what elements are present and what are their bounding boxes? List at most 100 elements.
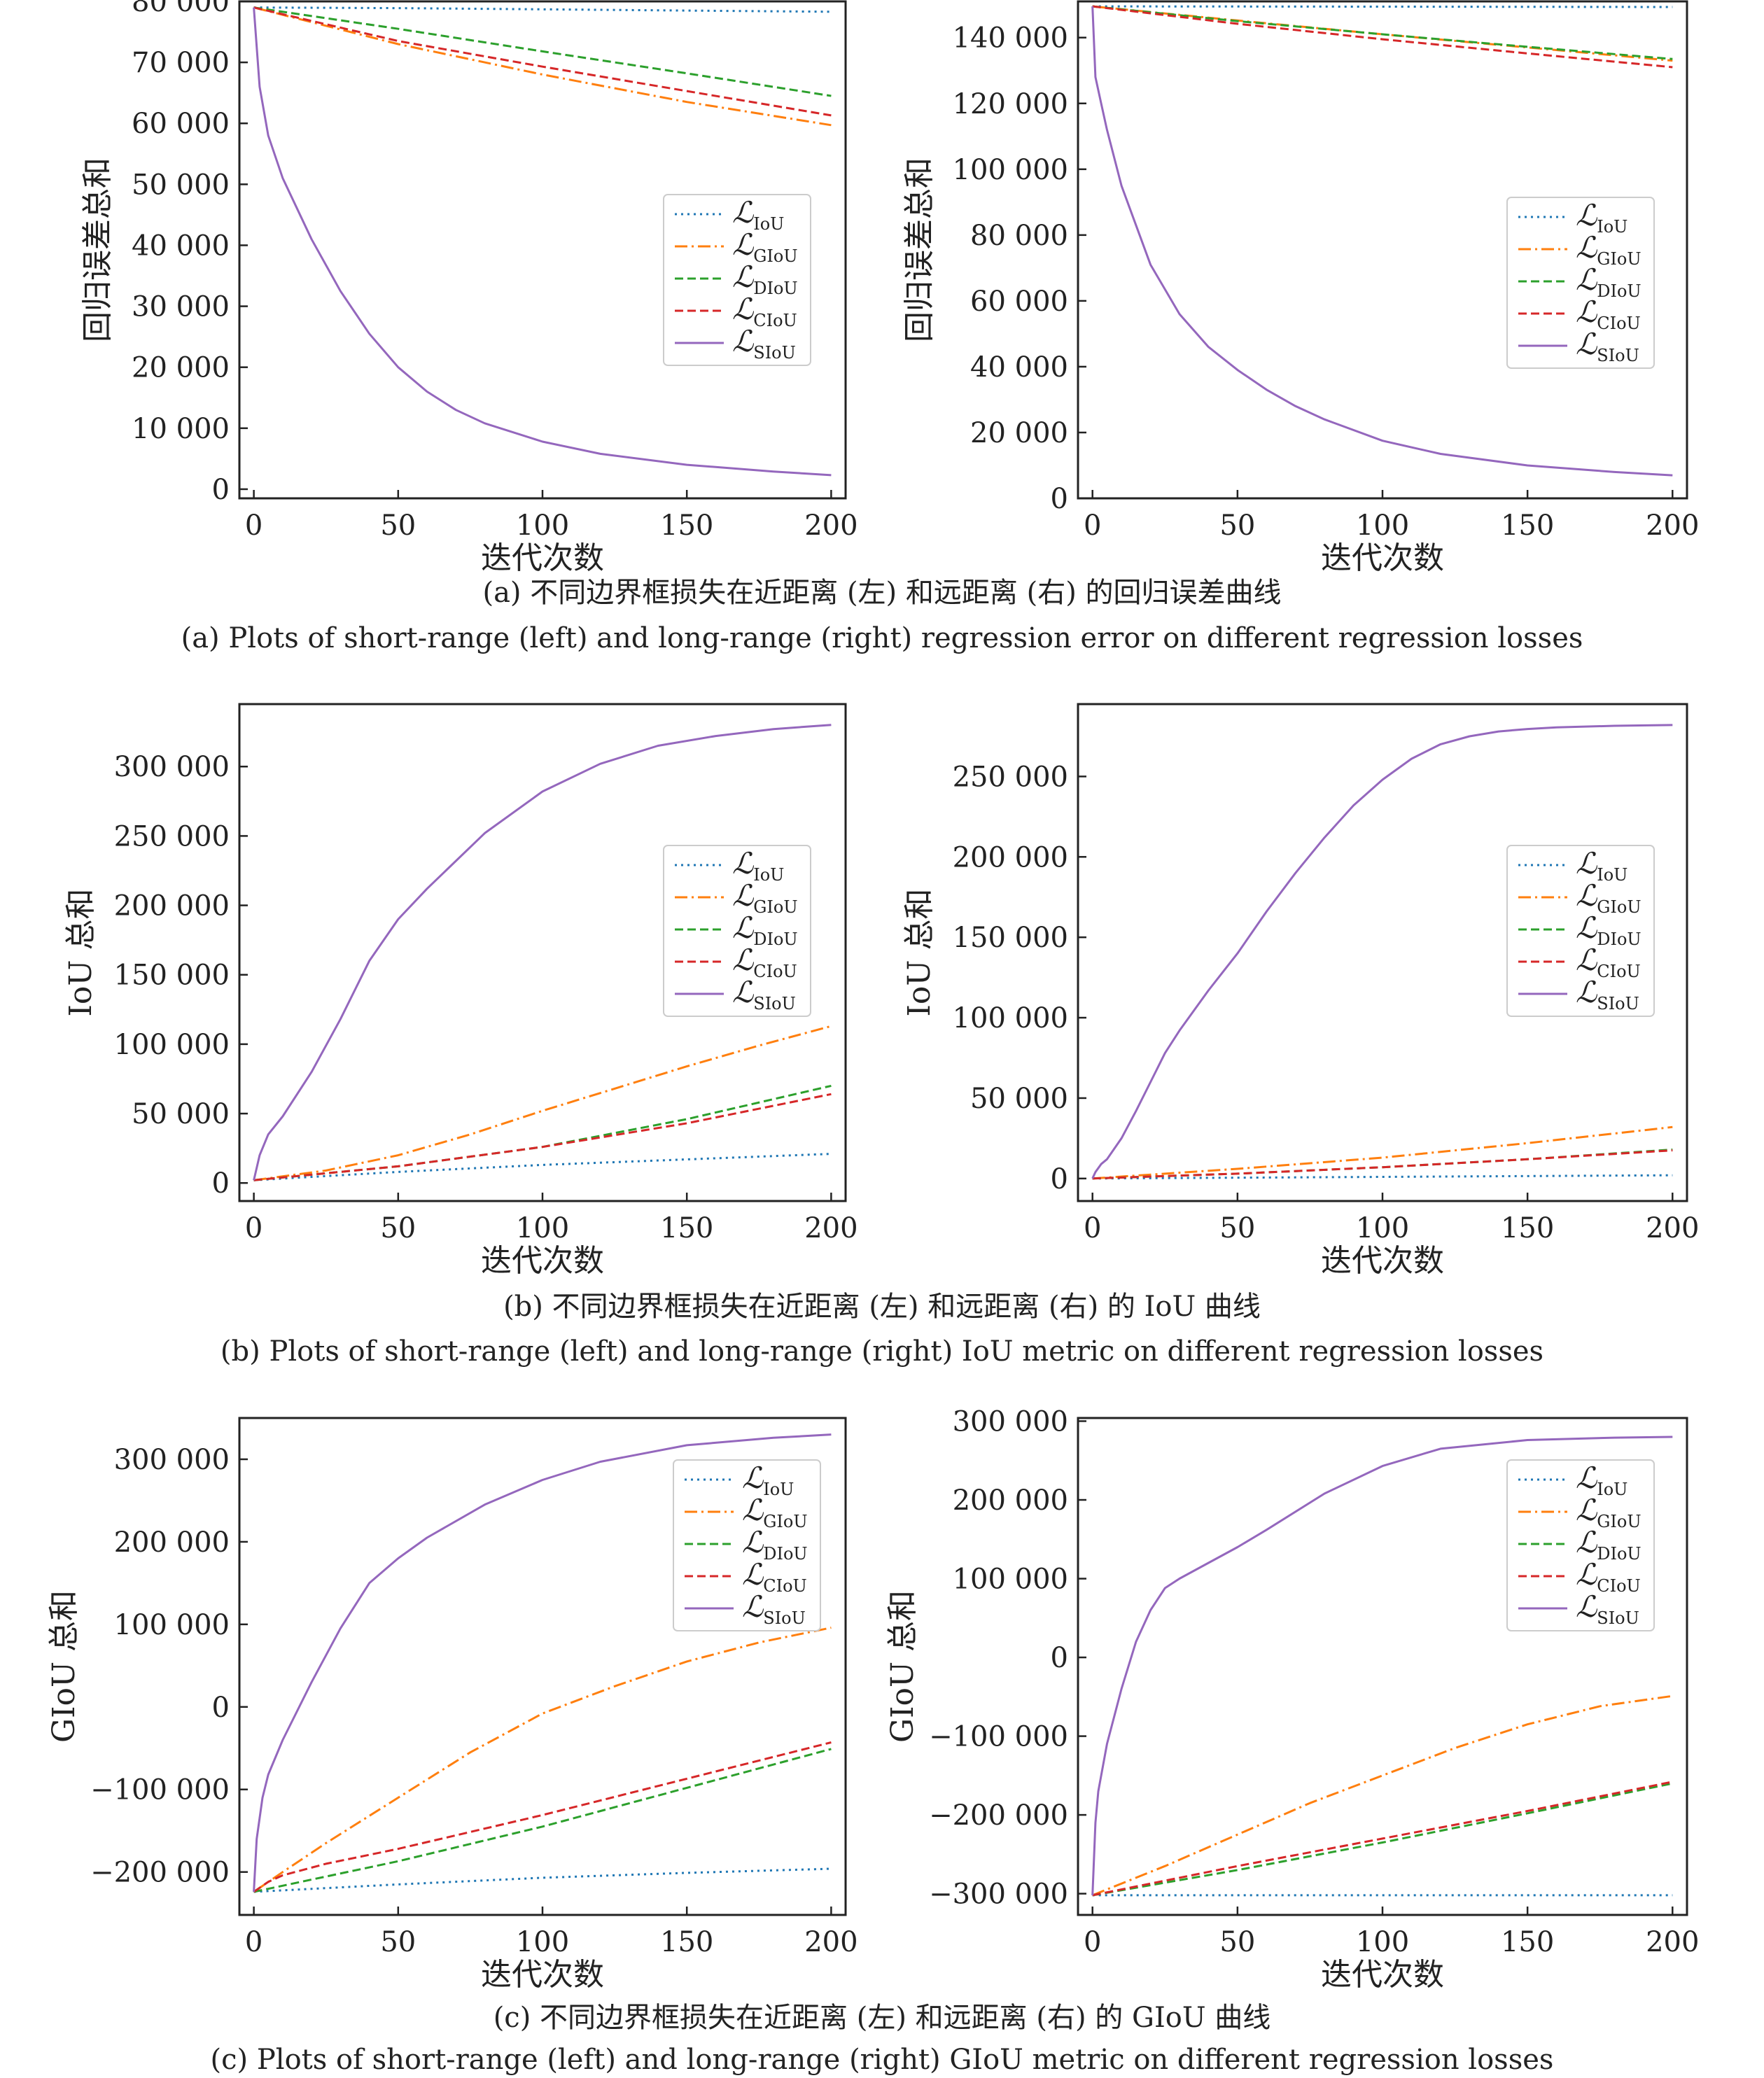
series-line-diou [253, 1084, 832, 1181]
legend-box [663, 845, 811, 1017]
x-tick-label: 50 [380, 510, 416, 542]
x-tick-label: 50 [380, 1212, 416, 1244]
legend-box [1506, 845, 1655, 1017]
y-tick-label: 100 000 [953, 1564, 1068, 1596]
legend-label-giou: ℒGIoU [1576, 1493, 1642, 1531]
panel-b-left: 0 50 100 150 200 0 50 000 100 000 150 000 200 000… [63, 703, 858, 1279]
legend-box [673, 1459, 821, 1631]
x-tick-label: 100 [516, 1926, 569, 1958]
x-tick-label: 50 [1219, 510, 1255, 542]
series-line-diou [1092, 1149, 1673, 1180]
caption-c-en: (c) Plots of short-range (left) and long… [211, 2044, 1554, 2076]
y-axis-label: IoU 总和 [902, 889, 937, 1017]
x-tick-label: 200 [1646, 1926, 1699, 1958]
x-tick-label: 200 [804, 1926, 858, 1958]
y-tick-label: −200 000 [929, 1799, 1068, 1832]
series-line-siou [1091, 724, 1673, 1179]
x-axis-label: 迭代次数 [1321, 1243, 1444, 1279]
x-tick-label: 0 [245, 510, 262, 542]
x-axis-label: 迭代次数 [1321, 1957, 1444, 1993]
y-tick-label: 0 [1051, 483, 1068, 515]
series-line-diou [253, 1748, 832, 1893]
y-tick-label: 20 000 [970, 417, 1068, 449]
series-line-siou [1091, 1435, 1673, 1895]
legend-box [1506, 197, 1655, 369]
y-axis-label: 回归误差总和 [902, 157, 937, 342]
y-axis-label: IoU 总和 [63, 889, 99, 1017]
y-tick-label: 0 [212, 1692, 230, 1724]
y-tick-label: 0 [1051, 1642, 1068, 1674]
caption-b-en: (b) Plots of short-range (left) and long… [220, 1335, 1544, 1368]
series-line-iou [253, 1867, 832, 1893]
legend-label-siou: ℒSIoU [732, 324, 796, 363]
y-tick-label: 100 000 [114, 1609, 230, 1641]
series-line-ciou [1092, 1781, 1673, 1897]
y-tick-label: 10 000 [132, 413, 230, 445]
series-line-siou [1091, 6, 1673, 477]
series-line-diou [253, 6, 832, 97]
y-tick-label: 80 000 [132, 0, 230, 18]
y-tick-label: 0 [1051, 1163, 1068, 1195]
x-tick-label: 150 [660, 1212, 713, 1244]
y-tick-label: 300 000 [114, 1444, 230, 1476]
x-axis-label: 迭代次数 [1321, 540, 1444, 576]
y-tick-label: 40 000 [132, 230, 230, 262]
y-tick-label: 200 000 [953, 1484, 1068, 1517]
y-tick-label: 300 000 [953, 1406, 1068, 1438]
x-tick-label: 0 [245, 1212, 262, 1244]
y-tick-label: 150 000 [953, 922, 1068, 954]
series-line-ciou [1092, 1149, 1673, 1180]
series-line-iou [1092, 1174, 1673, 1180]
series-line-iou [1092, 5, 1673, 8]
y-tick-label: −300 000 [929, 1879, 1068, 1911]
x-tick-label: 200 [1646, 1212, 1699, 1244]
x-tick-label: 50 [1219, 1926, 1255, 1958]
y-tick-label: 0 [212, 474, 230, 506]
x-tick-label: 100 [1356, 1926, 1409, 1958]
y-tick-label: 100 000 [953, 1002, 1068, 1034]
x-tick-label: 100 [1356, 510, 1409, 542]
y-tick-label: 140 000 [953, 22, 1068, 55]
y-tick-label: 70 000 [132, 47, 230, 79]
y-tick-label: 40 000 [970, 351, 1068, 384]
y-tick-label: 30 000 [132, 291, 230, 323]
series-line-giou [253, 1627, 832, 1893]
y-tick-label: −100 000 [90, 1774, 230, 1806]
y-tick-label: 120 000 [953, 88, 1068, 120]
x-tick-label: 150 [1501, 1926, 1554, 1958]
series-line-diou [1092, 5, 1673, 60]
x-axis-label: 迭代次数 [481, 540, 604, 576]
x-tick-label: 200 [1646, 510, 1699, 542]
y-tick-label: 0 [212, 1167, 230, 1200]
series-line-ciou [253, 1741, 832, 1893]
panel-c-left: 0 50 100 150 200 −200 000 −100 000 0 100 000 200 … [46, 1417, 858, 1993]
panel-a-right: 0 50 100 150 200 0 20 000 40 000 60 000 80 000 100… [902, 0, 1699, 576]
y-tick-label: 200 000 [114, 890, 230, 922]
x-tick-label: 0 [1084, 510, 1101, 542]
y-tick-label: 200 000 [953, 841, 1068, 873]
y-tick-label: 300 000 [114, 751, 230, 783]
y-tick-label: 50 000 [970, 1083, 1068, 1115]
panel-a-left: 0 50 100 150 200 0 10 000 20 000 30 000 40 000 50 … [80, 0, 858, 576]
x-tick-label: 100 [516, 1212, 569, 1244]
y-tick-label: 80 000 [970, 220, 1068, 252]
series-line-siou [253, 1433, 832, 1893]
series-line-iou [253, 6, 832, 13]
y-tick-label: −100 000 [929, 1721, 1068, 1753]
series-line-iou [253, 1153, 832, 1181]
series-line-giou [253, 6, 832, 127]
y-tick-label: 250 000 [114, 820, 230, 852]
y-tick-label: 200 000 [114, 1526, 230, 1559]
caption-a-en: (a) Plots of short-range (left) and long… [181, 622, 1583, 654]
y-tick-label: 250 000 [953, 761, 1068, 793]
x-tick-label: 150 [1501, 510, 1554, 542]
x-axis-label: 迭代次数 [481, 1243, 604, 1279]
legend-box [1506, 1459, 1655, 1631]
series-line-giou [1092, 1125, 1673, 1180]
y-tick-label: 150 000 [114, 960, 230, 992]
